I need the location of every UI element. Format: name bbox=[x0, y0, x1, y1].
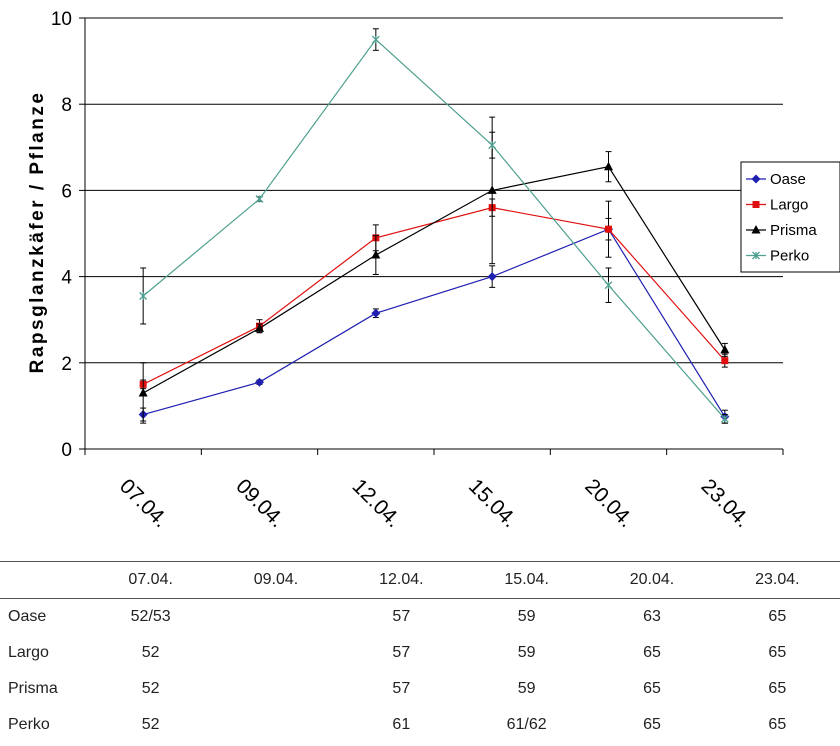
series-largo bbox=[139, 198, 729, 390]
data-point-marker bbox=[752, 201, 760, 208]
gridlines bbox=[85, 17, 783, 364]
x-tick-label: 20.04. bbox=[580, 475, 638, 533]
x-tick-label: 23.04. bbox=[697, 475, 755, 533]
series-line bbox=[142, 38, 726, 420]
series-line bbox=[142, 207, 726, 385]
table-row: Largo 52 57 59 65 65 bbox=[0, 635, 840, 671]
table-row: Oase 52/53 57 59 63 65 bbox=[0, 599, 840, 636]
legend-label: Largo bbox=[770, 197, 808, 214]
data-point-marker bbox=[751, 174, 761, 184]
table-column-header: 15.04. bbox=[463, 561, 590, 599]
series-oase bbox=[138, 217, 730, 424]
legend-entry-prisma: Prisma bbox=[746, 222, 817, 239]
table-cell: 65 bbox=[643, 716, 661, 733]
axes: 0 2 4 6 8 10 07.04. 09.04. 12.04. 15.04. 20.04. 23.… bbox=[51, 9, 784, 533]
y-tick-label: 6 bbox=[61, 181, 72, 202]
data-point-marker bbox=[371, 250, 381, 259]
table-cell: 57 bbox=[392, 608, 411, 625]
data-point-marker bbox=[255, 377, 264, 387]
table-cell: 61/62 bbox=[506, 716, 547, 733]
y-tick-label: 0 bbox=[61, 440, 72, 461]
table-cell: 61 bbox=[392, 716, 411, 733]
table-cell: 65 bbox=[643, 680, 661, 697]
table-cell: 65 bbox=[768, 716, 787, 733]
table-cell bbox=[213, 599, 338, 636]
legend-entry-oase: Oase bbox=[746, 171, 806, 188]
x-tick-label: 09.04. bbox=[231, 475, 289, 533]
table-column-header: 23.04. bbox=[714, 561, 840, 599]
y-tick-label: 4 bbox=[61, 268, 72, 289]
table-row-label: Oase bbox=[8, 608, 47, 625]
table-header-row: 07.04. 09.04. 12.04. 15.04. 20.04. 23.04. bbox=[0, 561, 840, 599]
series-layer bbox=[138, 28, 730, 424]
legend-label: Oase bbox=[770, 171, 806, 188]
table-column-header: 20.04. bbox=[589, 561, 715, 599]
y-tick-label: 2 bbox=[61, 354, 72, 375]
legend-entry-largo: Largo bbox=[746, 197, 808, 214]
table-cell: 57 bbox=[392, 680, 411, 697]
table-cell: 52 bbox=[141, 716, 160, 733]
table-cell bbox=[213, 707, 338, 743]
table-cell: 52 bbox=[141, 680, 160, 697]
data-point-marker bbox=[487, 272, 497, 282]
x-tick-label: 15.04. bbox=[464, 475, 522, 533]
table-row-label: Largo bbox=[8, 644, 49, 661]
table-cell: 57 bbox=[392, 644, 411, 661]
table-column-header: 07.04. bbox=[88, 561, 214, 599]
table-cell: 65 bbox=[768, 644, 787, 661]
data-point-marker bbox=[255, 323, 264, 332]
data-point-marker bbox=[720, 344, 730, 354]
data-point-marker bbox=[751, 225, 761, 234]
table-cell: 63 bbox=[643, 608, 661, 625]
legend: Oase Largo Prisma Perko bbox=[740, 161, 840, 273]
growth-stage-table: 07.04. 09.04. 12.04. 15.04. 20.04. 23.04. Oas… bbox=[0, 561, 840, 743]
table-row: Prisma 52 57 59 65 65 bbox=[0, 671, 840, 707]
table-row-label: Perko bbox=[8, 716, 50, 733]
table-cell: 65 bbox=[768, 680, 787, 697]
data-point-marker bbox=[605, 225, 612, 233]
data-point-marker bbox=[371, 308, 381, 318]
table-column-header: 09.04. bbox=[213, 561, 339, 599]
table-cell: 59 bbox=[517, 608, 536, 625]
table-cell: 65 bbox=[768, 608, 787, 625]
table-body: Oase 52/53 57 59 63 65 Largo 52 57 59 65 65 Prisma 52… bbox=[0, 599, 840, 744]
data-point-marker bbox=[604, 161, 613, 171]
series-line bbox=[142, 166, 726, 394]
table-row: Perko 52 61 61/62 65 65 bbox=[0, 707, 840, 743]
table-cell bbox=[213, 635, 338, 671]
legend-entry-perko: Perko bbox=[746, 248, 809, 265]
series-line bbox=[143, 228, 726, 417]
series-perko bbox=[139, 28, 729, 424]
legend-label: Prisma bbox=[770, 222, 817, 239]
y-tick-label: 10 bbox=[51, 9, 72, 30]
data-point-marker bbox=[138, 387, 148, 397]
x-tick-label: 07.04. bbox=[115, 475, 173, 533]
table-cell: 65 bbox=[643, 644, 661, 661]
y-axis-label: Rapsglanzkäfer / Pflanze bbox=[27, 91, 48, 374]
y-tick-label: 8 bbox=[61, 95, 72, 116]
legend-label: Perko bbox=[770, 248, 809, 265]
table-cell: 52/53 bbox=[130, 608, 171, 625]
table-cell: 52 bbox=[141, 644, 160, 661]
table-corner-cell bbox=[0, 561, 88, 599]
table-row-label: Prisma bbox=[8, 680, 58, 697]
data-point-marker bbox=[487, 185, 497, 194]
table-cell bbox=[213, 671, 338, 707]
series-prisma bbox=[138, 116, 730, 424]
x-tick-label: 12.04. bbox=[348, 475, 406, 533]
line-chart: 0 2 4 6 8 10 07.04. 09.04. 12.04. 15.04. 20.04. 23.… bbox=[27, 9, 840, 533]
data-point-marker bbox=[721, 357, 729, 365]
table-cell: 59 bbox=[517, 644, 536, 661]
table-column-header: 12.04. bbox=[338, 561, 464, 599]
table-cell: 59 bbox=[517, 680, 536, 697]
